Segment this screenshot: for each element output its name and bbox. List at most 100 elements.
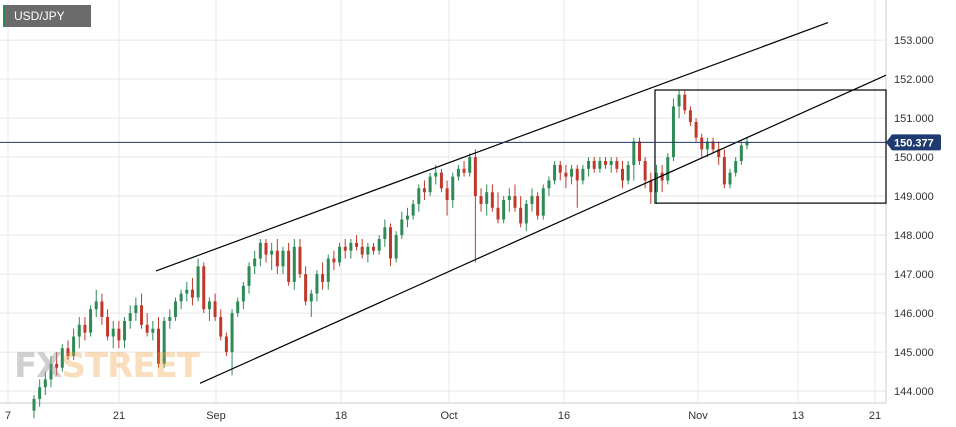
candle-body[interactable] (77, 324, 81, 337)
candle-body[interactable] (728, 172, 732, 185)
candle-body[interactable] (717, 149, 721, 158)
candle-body[interactable] (66, 348, 70, 356)
candle-body[interactable] (734, 161, 738, 173)
candle-body[interactable] (123, 320, 127, 341)
candle-body[interactable] (705, 141, 709, 150)
candle-body[interactable] (377, 239, 381, 251)
candle-body[interactable] (213, 301, 217, 317)
candle-body[interactable] (168, 317, 172, 321)
candle-body[interactable] (400, 219, 404, 236)
candle-body[interactable] (502, 200, 506, 220)
candle-body[interactable] (349, 242, 353, 251)
candle-body[interactable] (541, 188, 545, 216)
candle-body[interactable] (462, 168, 466, 173)
candle-body[interactable] (688, 110, 692, 122)
candle-body[interactable] (654, 172, 658, 193)
candle-body[interactable] (621, 168, 625, 181)
candle-body[interactable] (281, 250, 285, 267)
candle-body[interactable] (473, 157, 477, 197)
candle-body[interactable] (417, 188, 421, 204)
candle-body[interactable] (451, 176, 455, 200)
candle-body[interactable] (411, 203, 415, 216)
candle-body[interactable] (394, 235, 398, 259)
candle-body[interactable] (32, 398, 36, 411)
candle-body[interactable] (547, 180, 551, 189)
candle-body[interactable] (575, 168, 579, 181)
candle-body[interactable] (372, 246, 376, 251)
candle-body[interactable] (722, 157, 726, 185)
candle-body[interactable] (253, 258, 257, 267)
candle-body[interactable] (536, 196, 540, 216)
candle-body[interactable] (355, 242, 359, 247)
candle-body[interactable] (173, 301, 177, 317)
candle-body[interactable] (343, 246, 347, 251)
candle-body[interactable] (140, 305, 144, 325)
candle-body[interactable] (643, 161, 647, 181)
candle-body[interactable] (677, 94, 681, 107)
candle-body[interactable] (389, 227, 392, 259)
candle-body[interactable] (145, 324, 149, 333)
candle-body[interactable] (298, 246, 302, 275)
candle-body[interactable] (196, 266, 200, 298)
candle-body[interactable] (247, 266, 251, 286)
candle-body[interactable] (745, 141, 749, 146)
candle-body[interactable] (558, 164, 562, 173)
candle-body[interactable] (456, 168, 460, 177)
candle-body[interactable] (185, 289, 189, 294)
candle-body[interactable] (360, 246, 364, 255)
candle-body[interactable] (258, 242, 262, 259)
candle-body[interactable] (72, 336, 76, 357)
candle-body[interactable] (315, 274, 319, 294)
candle-body[interactable] (94, 301, 98, 310)
candle-body[interactable] (230, 313, 234, 353)
candle-body[interactable] (592, 161, 596, 169)
candle-body[interactable] (660, 172, 664, 181)
candle-body[interactable] (490, 192, 494, 208)
candle-body[interactable] (649, 180, 653, 193)
candle-body[interactable] (134, 305, 138, 314)
plot-area[interactable] (0, 0, 886, 403)
candle-body[interactable] (128, 313, 132, 321)
candle-body[interactable] (428, 176, 432, 193)
candle-body[interactable] (609, 161, 613, 165)
candle-body[interactable] (434, 172, 438, 177)
candle-body[interactable] (604, 161, 608, 165)
candle-body[interactable] (553, 164, 557, 181)
candle-body[interactable] (507, 196, 511, 200)
candle-body[interactable] (55, 363, 59, 368)
candle-body[interactable] (383, 227, 387, 239)
candle-body[interactable] (292, 246, 296, 282)
candle-body[interactable] (366, 246, 370, 255)
candle-body[interactable] (60, 348, 64, 368)
candle-body[interactable] (43, 379, 47, 388)
candle-body[interactable] (445, 188, 449, 200)
candle-body[interactable] (587, 161, 591, 169)
candle-body[interactable] (570, 168, 574, 177)
candle-body[interactable] (326, 258, 330, 282)
candle-body[interactable] (236, 301, 240, 314)
candle-body[interactable] (564, 172, 568, 177)
candle-body[interactable] (422, 188, 426, 193)
candle-body[interactable] (304, 274, 308, 302)
candle-body[interactable] (519, 207, 523, 224)
candle-body[interactable] (162, 320, 166, 364)
candle-body[interactable] (117, 328, 121, 341)
candle-body[interactable] (496, 207, 500, 220)
candle-body[interactable] (439, 172, 443, 189)
candle-body[interactable] (264, 242, 268, 255)
symbol-badge[interactable]: USD/JPY (3, 5, 91, 27)
candle-body[interactable] (666, 157, 670, 181)
candle-body[interactable] (309, 293, 313, 302)
candle-body[interactable] (513, 196, 517, 208)
candle-body[interactable] (241, 285, 245, 302)
candle-body[interactable] (405, 215, 409, 220)
candle-body[interactable] (615, 161, 619, 169)
candle-body[interactable] (332, 258, 336, 263)
candle-body[interactable] (287, 250, 291, 282)
candle-body[interactable] (683, 94, 687, 111)
candle-body[interactable] (524, 203, 528, 224)
candle-body[interactable] (694, 122, 698, 138)
candle-body[interactable] (270, 250, 274, 255)
candle-body[interactable] (581, 168, 585, 181)
